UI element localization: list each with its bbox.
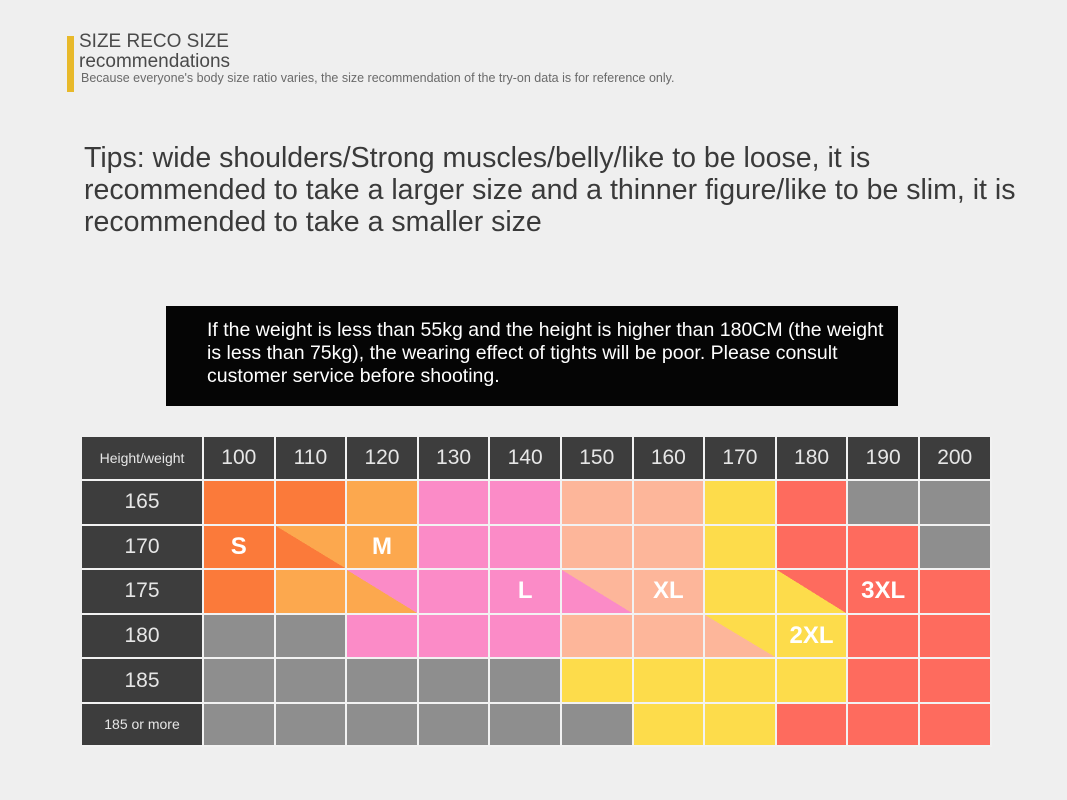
size-cell: XL: [633, 570, 706, 615]
accent-bar: [67, 36, 74, 92]
weight-header: 140: [490, 437, 562, 481]
size-cell: [633, 614, 706, 660]
size-cell: [275, 659, 348, 704]
size-cell: L: [490, 570, 562, 615]
size-cell: [347, 481, 419, 526]
size-cell: [418, 570, 491, 615]
weight-header: 200: [919, 437, 992, 481]
size-cell: [919, 481, 992, 526]
size-label: L: [517, 577, 533, 605]
size-cell: [561, 525, 634, 571]
size-cell: [776, 481, 849, 526]
size-cell: [561, 614, 634, 660]
size-label: S: [230, 532, 247, 560]
size-cell: [275, 703, 348, 747]
size-cell: [776, 525, 849, 571]
size-label: M: [371, 532, 392, 560]
size-cell: [705, 703, 777, 747]
size-cell: [705, 659, 777, 704]
size-cell: [418, 659, 491, 704]
weight-header: 180: [776, 437, 849, 481]
size-cell: [633, 659, 706, 704]
height-header: 175: [82, 570, 204, 615]
size-cell: [490, 703, 562, 747]
size-cell: [204, 614, 276, 660]
size-cell: [561, 570, 634, 615]
height-header: 165: [82, 481, 204, 526]
size-cell: [633, 525, 706, 571]
weight-header: 120: [347, 437, 419, 481]
tips-text: Tips: wide shoulders/Strong muscles/bell…: [84, 142, 1016, 238]
size-cell: [204, 570, 276, 615]
page-title-line2: recommendations: [79, 51, 231, 72]
height-header: 185: [82, 659, 204, 704]
size-cell: [848, 703, 920, 747]
size-cell: 2XL: [776, 614, 849, 660]
notice-box: If the weight is less than 55kg and the …: [166, 306, 898, 406]
size-cell: [919, 703, 992, 747]
size-cell: [705, 525, 777, 571]
size-cell: [204, 659, 276, 704]
size-label: XL: [653, 577, 684, 605]
height-header: 170: [82, 525, 204, 571]
size-chart-table: Height/weight 100 110 120 130 140 150 160 170 180…: [82, 437, 992, 747]
size-cell: [633, 481, 706, 526]
size-cell: [347, 703, 419, 747]
weight-header: 100: [204, 437, 276, 481]
size-cell: [490, 525, 562, 571]
height-header: 185 or more: [82, 703, 204, 747]
weight-header: 150: [561, 437, 634, 481]
size-cell: [561, 703, 634, 747]
page-title: SIZE RECO SIZE: [79, 31, 229, 52]
size-cell: [490, 614, 562, 660]
size-cell: [418, 703, 491, 747]
size-cell: [776, 659, 849, 704]
size-cell: [347, 659, 419, 704]
size-cell: [776, 703, 849, 747]
size-cell: [919, 570, 992, 615]
size-cell: [848, 481, 920, 526]
size-cell: [919, 525, 992, 571]
size-cell: [490, 659, 562, 704]
size-cell: [848, 525, 920, 571]
weight-header: 170: [705, 437, 777, 481]
size-cell: [204, 481, 276, 526]
size-cell: [633, 703, 706, 747]
size-cell: [776, 570, 849, 615]
size-cell: [561, 659, 634, 704]
size-label: 3XL: [861, 577, 906, 605]
size-cell: [275, 614, 348, 660]
size-cell: [705, 570, 777, 615]
notice-text: If the weight is less than 55kg and the …: [207, 319, 884, 387]
weight-header: 190: [848, 437, 920, 481]
weight-header: 110: [275, 437, 348, 481]
table-corner-header: Height/weight: [82, 437, 204, 481]
size-cell: [919, 614, 992, 660]
size-cell: [561, 481, 634, 526]
size-cell: [418, 481, 491, 526]
size-cell: [204, 703, 276, 747]
size-cell: 3XL: [848, 570, 920, 615]
size-cell: [347, 614, 419, 660]
weight-header: 130: [418, 437, 491, 481]
page-subtitle: Because everyone's body size ratio varie…: [81, 71, 675, 85]
size-cell: [275, 570, 348, 615]
size-cell: [275, 481, 348, 526]
size-cell: [705, 481, 777, 526]
height-header: 180: [82, 614, 204, 660]
size-cell: [347, 570, 419, 615]
size-cell: [418, 614, 491, 660]
size-cell: M: [347, 525, 419, 571]
size-cell: [490, 481, 562, 526]
weight-header: 160: [633, 437, 706, 481]
size-cell: [705, 614, 777, 660]
size-cell: [848, 614, 920, 660]
size-cell: S: [204, 525, 276, 571]
size-cell: [848, 659, 920, 704]
size-cell: [418, 525, 491, 571]
size-label: 2XL: [789, 622, 834, 650]
size-cell: [275, 525, 348, 571]
size-cell: [919, 659, 992, 704]
